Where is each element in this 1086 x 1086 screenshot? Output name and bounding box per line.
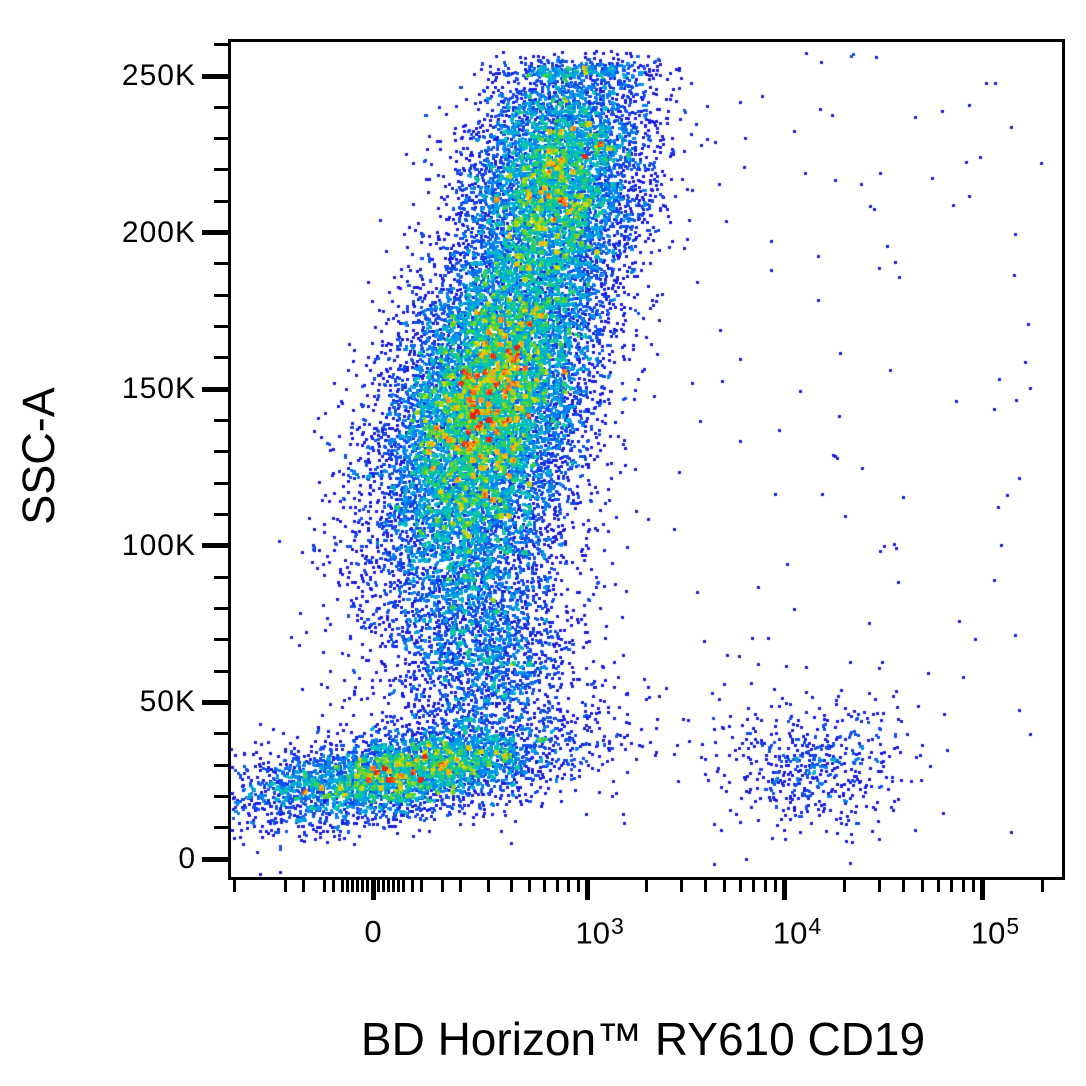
y-minor-tick	[214, 606, 228, 610]
y-minor-tick	[214, 262, 228, 266]
density-scatter-canvas	[231, 42, 1062, 877]
y-tick-label: 100K	[121, 528, 196, 562]
x-minor-tick	[555, 880, 559, 892]
y-minor-tick	[214, 137, 228, 141]
x-minor-tick	[331, 880, 335, 892]
y-major-tick	[202, 543, 228, 549]
x-minor-tick	[972, 880, 975, 892]
x-minor-tick	[420, 880, 424, 892]
y-tick-label: 0	[178, 842, 196, 875]
x-minor-tick	[361, 880, 365, 892]
y-major-tick	[202, 386, 228, 392]
x-minor-tick	[356, 880, 360, 892]
y-minor-tick	[214, 325, 228, 329]
x-minor-tick	[396, 880, 400, 892]
y-tick-label: 250K	[121, 59, 196, 92]
y-minor-tick	[214, 199, 228, 203]
x-minor-tick	[366, 880, 370, 892]
plot-area	[228, 39, 1065, 880]
x-minor-tick	[763, 880, 767, 892]
x-minor-tick	[877, 880, 881, 892]
y-major-tick	[202, 230, 228, 236]
y-minor-tick	[214, 168, 228, 172]
x-minor-tick	[302, 880, 306, 892]
x-minor-tick	[576, 880, 580, 892]
y-minor-tick	[214, 419, 228, 423]
x-minor-tick	[376, 880, 380, 892]
x-minor-tick	[950, 880, 954, 892]
y-minor-tick	[214, 481, 228, 485]
y-minor-tick	[214, 794, 228, 798]
x-minor-tick	[937, 880, 941, 892]
x-tick-label: 104	[772, 913, 822, 951]
x-tick-label: 105	[970, 913, 1020, 951]
x-minor-tick	[704, 880, 708, 892]
x-minor-tick	[739, 880, 743, 892]
y-minor-tick	[214, 763, 228, 767]
x-minor-tick	[386, 880, 390, 892]
x-tick-label: 0	[364, 914, 382, 949]
x-major-tick	[584, 880, 590, 900]
x-axis-title: BD Horizon™ RY610 CD19	[360, 1013, 926, 1065]
y-minor-tick	[214, 356, 228, 360]
y-minor-tick	[214, 43, 228, 47]
x-minor-tick	[542, 880, 546, 892]
x-minor-tick	[411, 880, 415, 892]
y-minor-tick	[214, 732, 228, 736]
x-minor-tick	[351, 880, 355, 892]
y-tick-label: 50K	[139, 685, 196, 719]
y-major-tick	[202, 699, 228, 705]
x-minor-tick	[842, 880, 846, 892]
y-tick-label: 150K	[121, 372, 196, 406]
x-minor-tick	[346, 880, 350, 892]
y-major-tick	[202, 856, 228, 862]
x-minor-tick	[773, 880, 777, 892]
x-minor-tick	[723, 880, 727, 892]
x-minor-tick	[679, 880, 683, 892]
x-minor-tick	[440, 880, 444, 892]
x-minor-tick	[752, 880, 756, 892]
x-minor-tick	[341, 880, 345, 892]
x-minor-tick	[527, 880, 531, 892]
y-minor-tick	[214, 638, 228, 642]
y-minor-tick	[214, 105, 228, 109]
x-minor-tick	[381, 880, 385, 892]
x-minor-tick	[391, 880, 395, 892]
x-minor-tick	[401, 880, 405, 892]
y-axis-title: SSC-A	[13, 387, 64, 525]
x-minor-tick	[509, 880, 513, 892]
x-major-tick	[980, 880, 986, 900]
x-minor-tick	[566, 880, 570, 892]
x-minor-tick	[961, 880, 965, 892]
x-minor-tick	[487, 880, 491, 892]
x-minor-tick	[902, 880, 906, 892]
y-minor-tick	[214, 826, 228, 830]
x-minor-tick	[921, 880, 925, 892]
y-minor-tick	[214, 669, 228, 673]
y-tick-label: 200K	[121, 215, 196, 249]
x-minor-tick	[322, 880, 326, 892]
y-minor-tick	[214, 512, 228, 516]
x-minor-tick	[458, 880, 462, 892]
y-major-tick	[202, 73, 228, 79]
y-minor-tick	[214, 575, 228, 579]
x-minor-tick	[1040, 880, 1044, 892]
y-minor-tick	[214, 450, 228, 454]
x-major-tick	[370, 880, 376, 900]
x-minor-tick	[284, 880, 288, 892]
x-major-tick	[782, 880, 788, 900]
x-tick-label: 103	[575, 913, 624, 951]
y-minor-tick	[214, 293, 228, 297]
x-minor-tick	[233, 880, 237, 892]
x-minor-tick	[644, 880, 648, 892]
